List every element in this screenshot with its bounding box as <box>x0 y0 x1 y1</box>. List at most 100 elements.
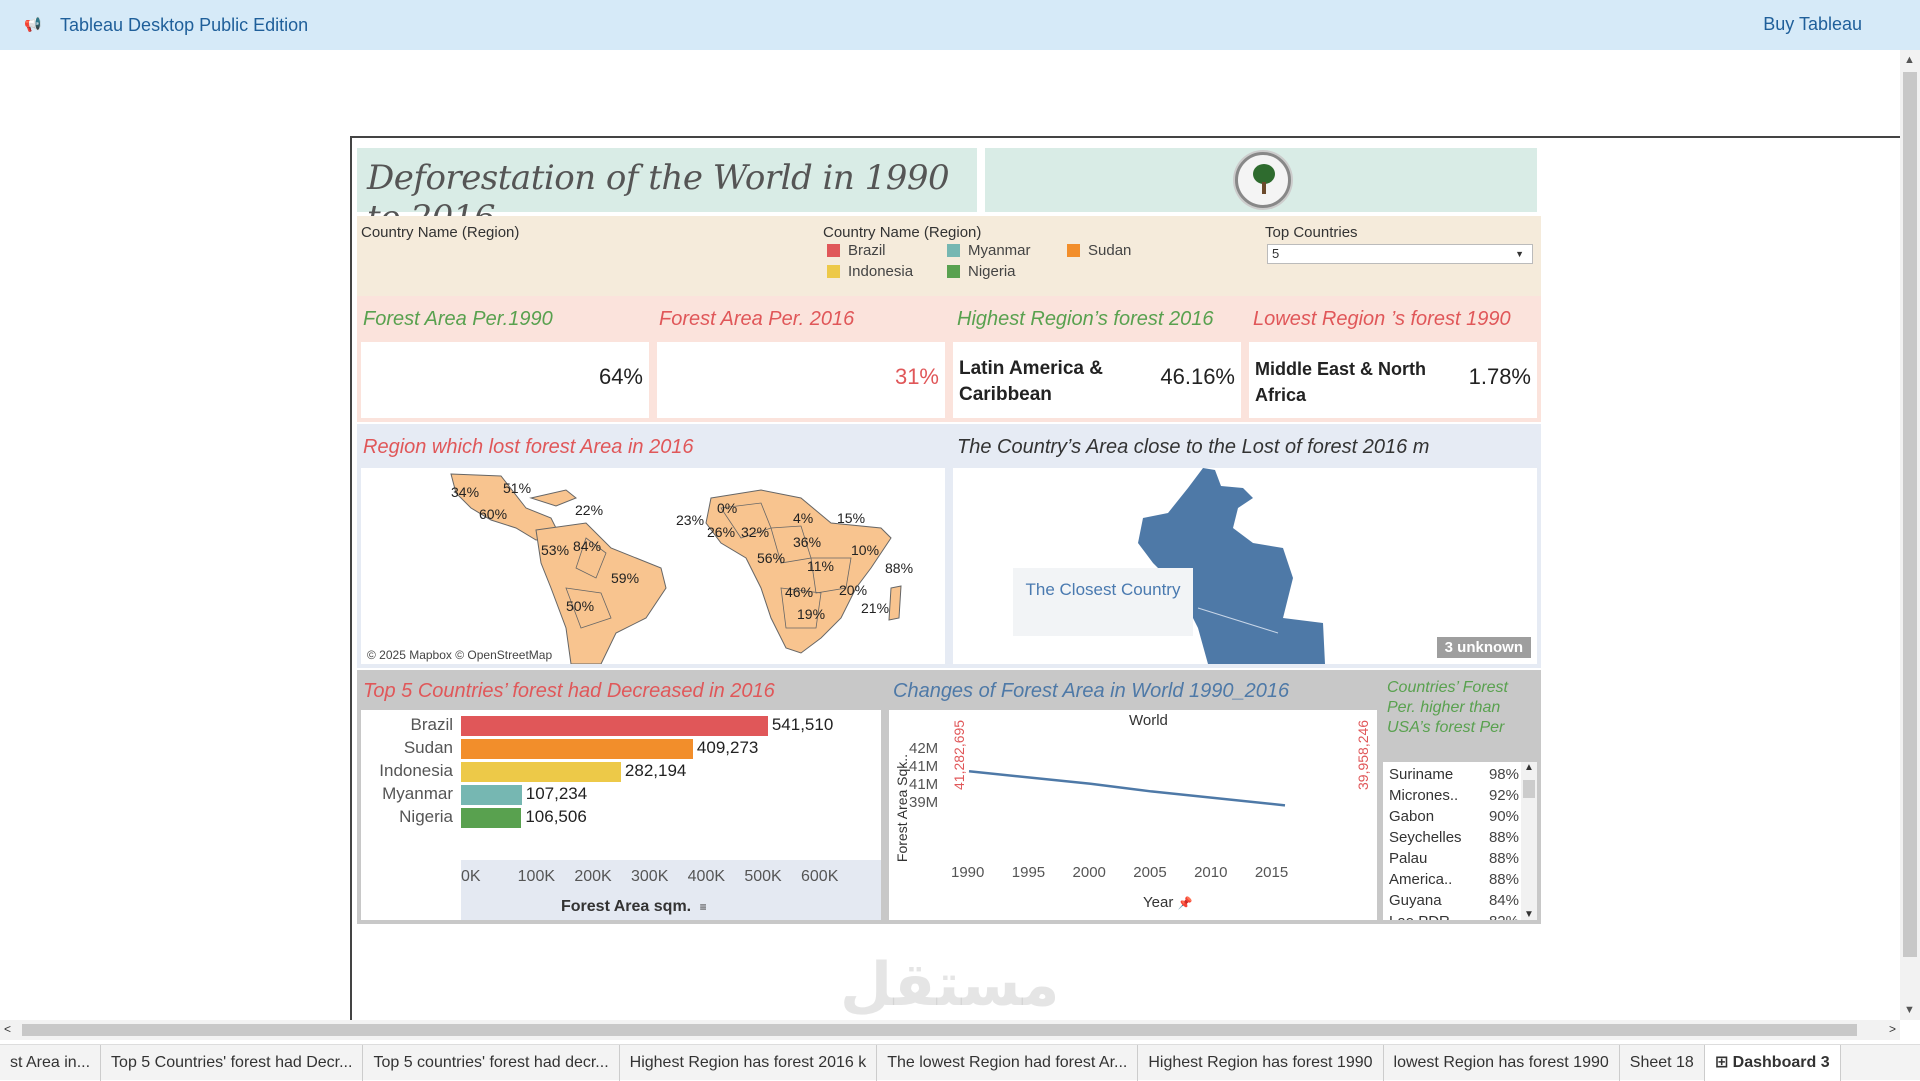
bar-tick-label: 600K <box>801 868 839 885</box>
map-pct-label: 20% <box>839 582 868 598</box>
list-item-name: America.. <box>1389 871 1453 888</box>
country-filter-label: Country Name (Region) <box>361 224 520 241</box>
scroll-down-icon[interactable]: ▼ <box>1904 1004 1915 1016</box>
side-list-title: Countries’ Forest Per. higher than USA’s… <box>1387 679 1508 736</box>
bar-tick-label: 400K <box>687 868 726 885</box>
kpi-value-forest-1990: 64% <box>598 364 643 389</box>
bar[interactable] <box>461 762 621 782</box>
scroll-right-icon[interactable]: > <box>1888 1022 1896 1036</box>
scrollbar-thumb[interactable] <box>1903 72 1917 957</box>
map-pct-label: 32% <box>741 524 770 540</box>
list-item[interactable]: Seychelles 88% <box>1389 829 1519 846</box>
map-attribution[interactable]: © 2025 Mapbox © OpenStreetMap <box>367 648 553 662</box>
pin-icon[interactable]: 📌 <box>1177 896 1193 910</box>
series-line[interactable] <box>968 770 1286 807</box>
line-x-tick: 2010 <box>1194 864 1228 881</box>
bar-label: Indonesia <box>379 761 453 780</box>
sheet-tab[interactable]: ⊞ Dashboard 3 <box>1704 1044 1841 1081</box>
list-item[interactable]: Suriname 98% <box>1389 766 1519 783</box>
sheet-tab[interactable]: Top 5 Countries' forest had Decr... <box>101 1044 364 1081</box>
world-map-shapes <box>450 473 902 664</box>
line-x-tick: 1995 <box>1011 864 1046 881</box>
sheet-tab[interactable]: Highest Region has forest 2016 k <box>620 1044 878 1081</box>
list-item-pct: 88% <box>1488 850 1519 867</box>
bar-label: Brazil <box>410 715 453 734</box>
map-pct-label: 51% <box>503 480 532 496</box>
top-countries-select[interactable]: 5 ▼ <box>1267 244 1533 264</box>
map-pct-label: 4% <box>793 510 814 526</box>
bar-value-label: 282,194 <box>624 761 687 780</box>
list-item[interactable]: Lao PDR 82% <box>1389 913 1519 920</box>
map-pct-label: 53% <box>541 542 570 558</box>
list-item[interactable]: Palau 88% <box>1389 850 1519 867</box>
chevron-up-icon[interactable]: ▲ <box>1524 762 1534 773</box>
bar-label: Nigeria <box>399 807 453 826</box>
legend-item-nigeria[interactable]: Nigeria <box>947 263 1016 280</box>
scrollbar-thumb[interactable] <box>22 1024 1857 1036</box>
chevron-down-icon: ▼ <box>1515 249 1524 259</box>
sheet-tabs: st Area in... Top 5 Countries' forest had… <box>0 1044 1920 1081</box>
list-item-pct: 82% <box>1489 913 1519 920</box>
list-scrollbar[interactable]: ▲ ▼ <box>1521 762 1537 920</box>
map-pct-label: 59% <box>611 570 640 586</box>
bar-value-label: 409,273 <box>696 738 759 757</box>
bar-chart[interactable]: Brazil 541,510 Sudan 409,273 Indonesia 282,19… <box>361 710 881 920</box>
filters-bar: Country Name (Region) Country Name (Regi… <box>357 216 1541 296</box>
legend-item-brazil[interactable]: Brazil <box>827 242 886 259</box>
bar-tick-label: 300K <box>631 868 669 885</box>
bar-tick-label: 200K <box>574 868 612 885</box>
line-x-tick: 2005 <box>1133 864 1167 881</box>
line-y-tick: 39M <box>909 794 939 811</box>
kpi-title-highest-2016: Highest Region’s forest 2016 <box>957 308 1214 330</box>
line-start-label: 41,282,695 <box>951 719 967 790</box>
kpi-card-highest-2016: Latin America & Caribbean 46.16% <box>953 342 1241 418</box>
sheet-tab[interactable]: lowest Region has forest 1990 <box>1384 1044 1620 1081</box>
list-item[interactable]: Guyana 84% <box>1389 892 1519 909</box>
sort-icon[interactable]: ≡ <box>699 900 707 914</box>
app-title: Tableau Desktop Public Edition <box>60 14 309 35</box>
map-pct-label: 50% <box>566 598 595 614</box>
sheet-tab[interactable]: Top 5 countries' forest had decr... <box>363 1044 620 1081</box>
list-item-name: Suriname <box>1389 766 1454 783</box>
map-pct-label: 11% <box>807 558 834 574</box>
chevron-down-icon[interactable]: ▼ <box>1524 909 1534 920</box>
tree-logo-icon <box>1235 152 1291 208</box>
higher-than-usa-list[interactable]: Suriname 98% Micrones.. 92% Gabon 90% Seychell… <box>1383 762 1537 920</box>
vertical-scrollbar[interactable]: ▲ ▼ <box>1900 50 1920 1020</box>
bar[interactable] <box>461 739 693 759</box>
map-pct-label: 56% <box>757 550 786 566</box>
closest-country-callout: The Closest Country <box>1013 568 1193 636</box>
scroll-left-icon[interactable]: < <box>4 1022 12 1036</box>
unknown-badge[interactable]: 3 unknown <box>1436 637 1531 658</box>
kpi-title-lowest-1990: Lowest Region ’s forest 1990 <box>1253 308 1511 330</box>
kpi-value-highest-2016: 46.16% <box>1160 364 1235 389</box>
scroll-up-icon[interactable]: ▲ <box>1904 54 1915 66</box>
buy-tableau-link[interactable]: Buy Tableau <box>1763 14 1862 34</box>
bar-tick-label: 100K <box>517 868 556 885</box>
bar[interactable] <box>461 716 768 736</box>
list-item[interactable]: Micrones.. 92% <box>1389 787 1519 804</box>
legend-item-sudan[interactable]: Sudan <box>1067 242 1131 259</box>
kpi-title-forest-2016: Forest Area Per. 2016 <box>659 308 855 330</box>
list-item-pct: 88% <box>1488 829 1519 846</box>
bar[interactable] <box>461 808 522 828</box>
sheet-tab[interactable]: Sheet 18 <box>1620 1044 1705 1081</box>
bar[interactable] <box>461 785 522 805</box>
list-item-name: Gabon <box>1389 808 1435 825</box>
list-item-name: Lao PDR <box>1389 913 1450 920</box>
map-pct-label: 19% <box>797 606 826 622</box>
bar-label: Myanmar <box>382 784 453 803</box>
horizontal-scrollbar[interactable]: < > <box>0 1020 1900 1040</box>
sheet-tab[interactable]: The lowest Region had forest Ar... <box>877 1044 1139 1081</box>
list-item[interactable]: Gabon 90% <box>1389 808 1519 825</box>
list-item-name: Guyana <box>1389 892 1442 909</box>
sheet-tab[interactable]: Highest Region has forest 1990 <box>1138 1044 1384 1081</box>
country-area-map[interactable]: The Closest Country 3 unknown <box>953 468 1537 664</box>
legend-item-myanmar[interactable]: Myanmar <box>947 242 1031 259</box>
country-shape <box>1138 468 1325 664</box>
region-loss-map[interactable]: 34% 51% 60% 22% 53% 84% 59% 50% 23% 0% 2… <box>361 468 945 664</box>
line-chart[interactable]: World Forest Area Sqk.. 42M 41M 41M 39M 41,… <box>889 710 1377 920</box>
sheet-tab[interactable]: st Area in... <box>0 1044 102 1081</box>
legend-item-indonesia[interactable]: Indonesia <box>827 263 913 280</box>
list-item[interactable]: America.. 88% <box>1389 871 1519 888</box>
